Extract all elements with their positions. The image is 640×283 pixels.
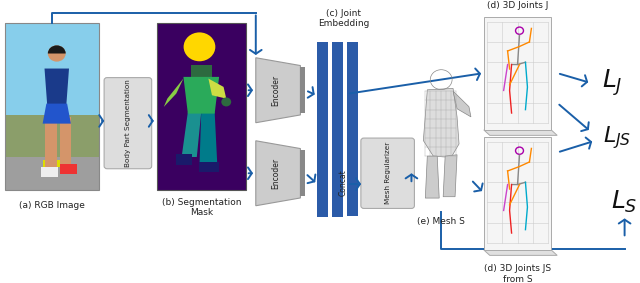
Polygon shape [256,141,300,206]
Bar [41,167,58,177]
Bar [332,150,343,217]
Text: (d) 3D Joints J: (d) 3D Joints J [487,1,548,10]
Circle shape [48,45,66,62]
Bar [45,120,57,170]
FancyBboxPatch shape [104,78,152,169]
Polygon shape [200,112,218,165]
Text: Concat: Concat [339,169,348,196]
Text: (a) RGB Image: (a) RGB Image [19,201,85,210]
Bar [157,23,246,190]
Polygon shape [484,130,557,135]
Circle shape [184,32,215,61]
Text: (b) Segmentation
Mask: (b) Segmentation Mask [161,198,241,217]
Text: Encoder: Encoder [271,158,280,189]
Bar [300,150,305,196]
Bar [60,164,77,174]
Bar [5,23,99,115]
Bar [484,17,551,130]
Text: $\mathit{L}_J$: $\mathit{L}_J$ [602,68,623,98]
Bar [317,42,328,216]
Circle shape [221,97,231,106]
Polygon shape [45,68,69,107]
Bar [5,157,99,190]
Polygon shape [426,156,439,198]
Bar [191,65,212,79]
Polygon shape [184,77,219,113]
Polygon shape [443,155,457,197]
Text: Body Part Segmentation: Body Part Segmentation [125,79,131,167]
Polygon shape [423,88,459,157]
Polygon shape [484,250,557,255]
Polygon shape [164,79,184,107]
Bar [5,23,99,190]
Text: (e) Mesh S: (e) Mesh S [417,217,465,226]
Polygon shape [256,58,300,123]
Bar [300,67,305,113]
Text: (c) Joint
Embedding: (c) Joint Embedding [318,8,369,28]
Text: $\mathit{L}_{JS}$: $\mathit{L}_{JS}$ [602,124,631,151]
Polygon shape [209,79,227,98]
Bar [60,117,71,164]
Polygon shape [43,104,71,124]
Text: $\mathit{L}_S$: $\mathit{L}_S$ [611,189,638,215]
Bar [176,154,193,165]
Bar [317,150,328,217]
Bar [5,115,99,157]
Text: Encoder: Encoder [271,75,280,106]
Text: Mesh Regularizer: Mesh Regularizer [385,142,390,204]
Text: (d) 3D Joints JS
from S: (d) 3D Joints JS from S [484,264,551,283]
Bar [43,160,61,167]
Polygon shape [182,112,201,157]
Bar [484,137,551,250]
FancyBboxPatch shape [361,138,415,209]
Bar [200,162,219,172]
Wedge shape [48,45,66,53]
Bar [332,42,343,216]
Bar [347,42,358,216]
Polygon shape [453,91,471,117]
